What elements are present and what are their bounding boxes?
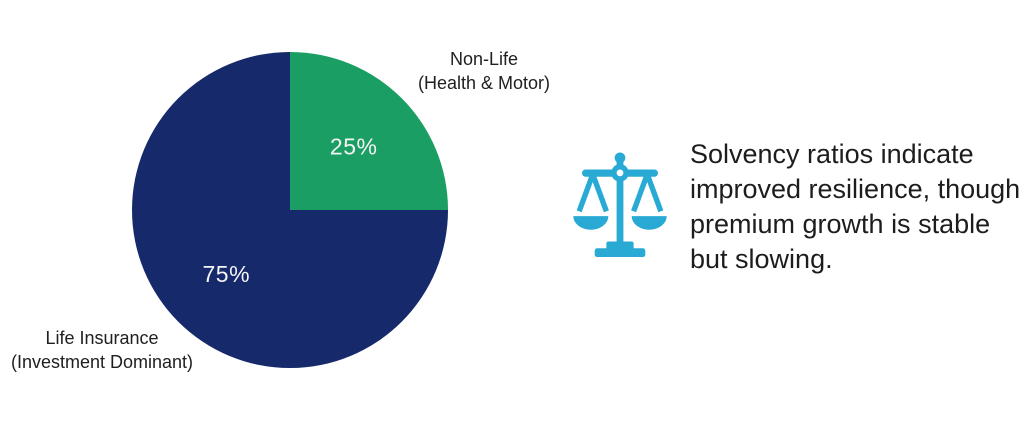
scale-pole xyxy=(616,157,624,249)
insight-text-line-3: premium growth is stable xyxy=(690,209,991,239)
scale-pivot-hole xyxy=(616,169,624,177)
pie-label-non-life-title: Non-Life xyxy=(449,49,519,69)
pie-label-life-insurance-subtitle: (Investment Dominant) xyxy=(10,352,194,372)
insight-text-line-2: improved resilience, though xyxy=(690,174,1021,204)
pie-slice-non-life xyxy=(290,52,448,210)
insight-text-line-4: but slowing. xyxy=(690,244,833,274)
scale-hanger-right xyxy=(631,173,664,213)
pie-label-life-insurance: Life Insurance (Investment Dominant) xyxy=(0,326,204,374)
pie-label-non-life-subtitle: (Health & Motor) xyxy=(417,73,551,93)
scale-base-bar xyxy=(594,248,646,258)
pie-chart: 25% 75% xyxy=(132,52,448,368)
scale-bowl-right xyxy=(631,216,667,230)
scale-bowl-left xyxy=(573,216,609,230)
pie-slice-life-insurance xyxy=(132,52,448,368)
insight-text-line-1: Solvency ratios indicate xyxy=(690,139,974,169)
pie-value-label-life-insurance: 75% xyxy=(203,261,251,287)
pie-label-life-insurance-title: Life Insurance xyxy=(45,328,159,348)
pie-value-label-non-life: 25% xyxy=(330,133,378,159)
pie-label-non-life: Non-Life (Health & Motor) xyxy=(368,47,600,95)
balance-scale-icon xyxy=(573,152,667,258)
scale-hanger-left xyxy=(576,173,609,213)
scale-base-step xyxy=(606,241,634,251)
insight-text: Solvency ratios indicate improved resili… xyxy=(690,137,1020,277)
